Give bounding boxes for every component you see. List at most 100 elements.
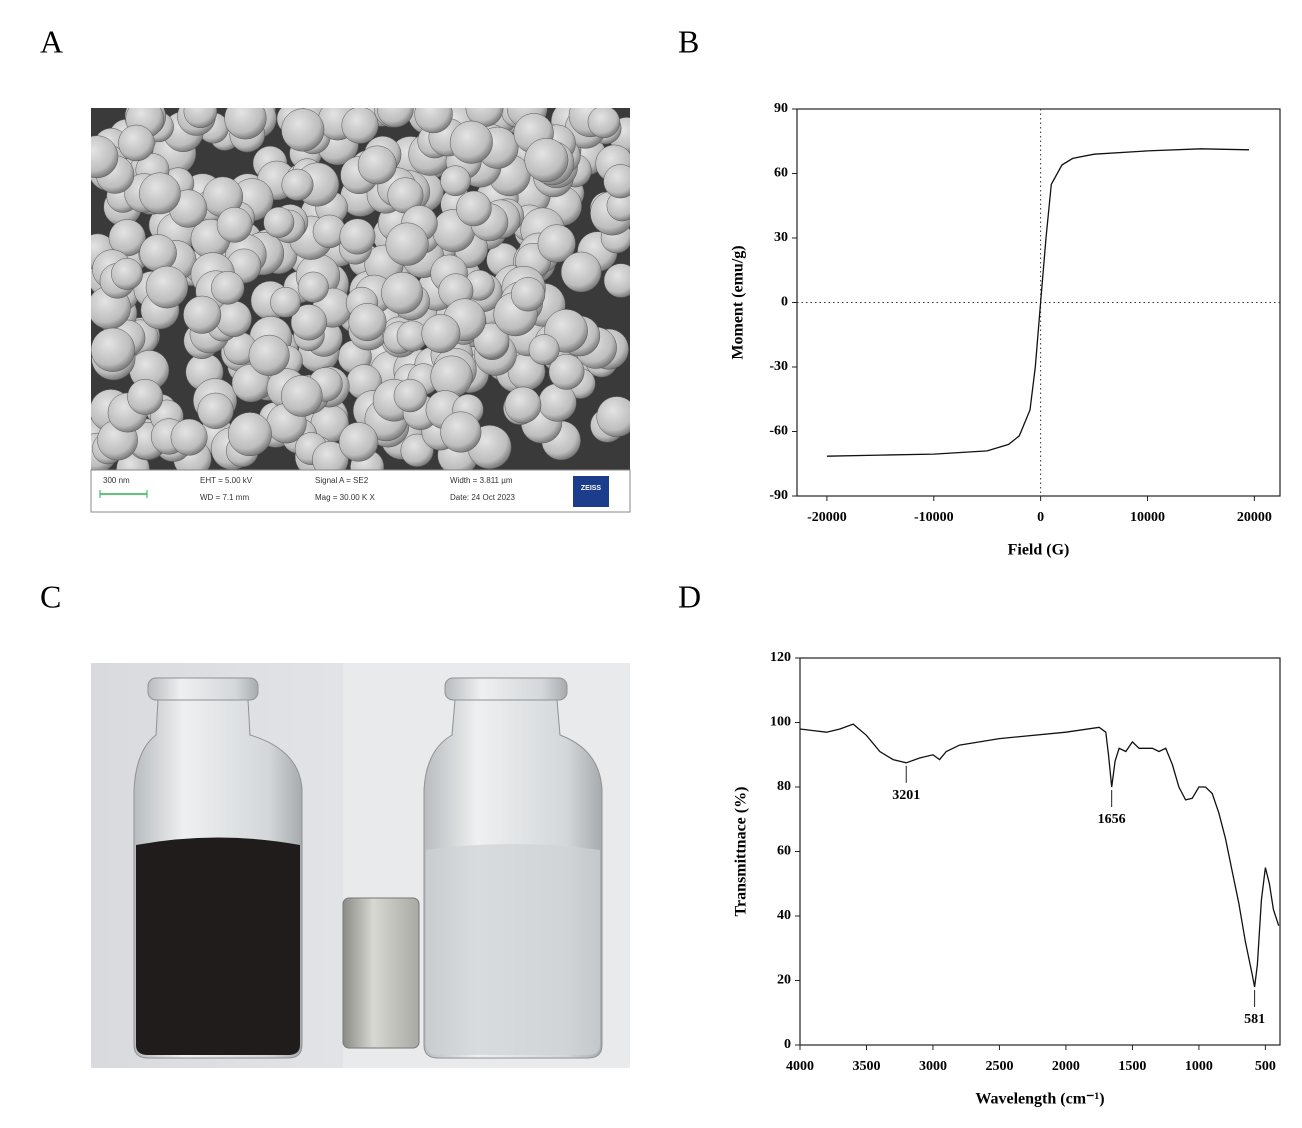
x-tick-label: 3500 [852, 1059, 880, 1074]
x-axis-label: Field (G) [1008, 542, 1070, 559]
sphere [183, 295, 222, 334]
x-tick-label: 0 [1037, 510, 1044, 525]
y-tick-label: 40 [777, 908, 791, 923]
y-axis-label: Transmittnace (%) [733, 787, 750, 917]
y-tick-label: 90 [774, 101, 788, 116]
sphere [339, 218, 376, 255]
sphere [456, 190, 492, 227]
sem-image: 300 nm EHT = 5.00 kV WD = 7.1 mm Signal … [90, 108, 631, 513]
sphere [145, 265, 189, 309]
annotation: 1656 [1098, 812, 1126, 827]
sphere [312, 441, 349, 470]
sphere [603, 263, 630, 298]
sphere [393, 378, 427, 413]
sphere [377, 108, 414, 128]
sphere [263, 206, 295, 238]
sphere [596, 396, 630, 438]
sphere [118, 124, 155, 162]
sphere [215, 300, 252, 338]
sphere [170, 418, 208, 456]
sphere [381, 271, 424, 314]
sem-info: Mag = 30.00 K X [315, 493, 375, 502]
x-tick-label: 20000 [1237, 510, 1272, 525]
sphere [270, 286, 301, 318]
sem-info: Width = 3.811 µm [450, 476, 513, 485]
panel-label: C [40, 578, 61, 614]
magnet [342, 897, 420, 1049]
sem-scale: 300 nm [103, 476, 130, 485]
sphere [385, 222, 429, 266]
x-tick-label: 2000 [1052, 1059, 1080, 1074]
y-tick-label: 20 [777, 973, 791, 988]
x-tick-label: 1000 [1185, 1059, 1213, 1074]
sphere [216, 206, 253, 243]
x-tick-label: 3000 [919, 1059, 947, 1074]
panel-label: D [678, 578, 701, 614]
sphere [449, 120, 493, 164]
sphere [127, 379, 164, 415]
sphere [587, 108, 621, 139]
y-tick-label: -90 [769, 488, 788, 503]
sem-info: WD = 7.1 mm [200, 493, 249, 502]
sem-info: EHT = 5.00 kV [200, 476, 253, 485]
y-tick-label: -30 [769, 359, 788, 374]
sphere [138, 172, 181, 215]
x-tick-label: 4000 [786, 1059, 814, 1074]
y-tick-label: 0 [781, 295, 788, 310]
plot-frame [799, 657, 1281, 1046]
sem-info-bar [90, 469, 631, 513]
sphere [504, 386, 542, 424]
sphere [603, 164, 630, 199]
sphere [224, 108, 267, 140]
zeiss-logo [573, 476, 609, 507]
sphere [524, 138, 569, 183]
sphere [440, 411, 482, 453]
sphere [560, 251, 602, 293]
x-axis-label: Wavelength (cm⁻¹) [975, 1091, 1104, 1108]
x-tick-label: 500 [1255, 1059, 1276, 1074]
sphere [473, 322, 510, 359]
y-tick-label: 60 [777, 844, 791, 859]
sphere [440, 165, 471, 197]
sphere [227, 412, 272, 457]
y-tick-label: -60 [769, 424, 788, 439]
sphere [91, 135, 119, 179]
sphere [414, 108, 453, 134]
x-tick-label: -10000 [914, 510, 954, 525]
vial-photo [91, 663, 630, 1068]
sphere [430, 355, 473, 398]
sphere [510, 277, 546, 312]
sem-info: Signal A = SE2 [315, 476, 369, 485]
data-line [799, 723, 1280, 988]
annotation: 581 [1244, 1012, 1265, 1027]
y-axis-label: Moment (emu/g) [730, 245, 747, 359]
annotation: 3201 [892, 788, 920, 803]
sphere [290, 304, 327, 341]
sphere [108, 219, 146, 257]
x-tick-label: 2500 [985, 1059, 1013, 1074]
y-tick-label: 80 [777, 779, 791, 794]
dark-liquid [136, 837, 300, 1055]
sphere [248, 334, 290, 376]
x-tick-label: 1500 [1118, 1059, 1146, 1074]
sphere [197, 392, 234, 429]
sphere [91, 327, 136, 372]
y-tick-label: 100 [770, 715, 791, 730]
data-line [826, 148, 1250, 457]
zeiss-text: ZEISS [581, 485, 602, 492]
sphere [281, 108, 325, 152]
sphere [139, 234, 177, 272]
sphere [210, 271, 245, 305]
x-tick-label: -20000 [807, 510, 847, 525]
sphere [338, 422, 379, 462]
y-tick-label: 0 [784, 1037, 791, 1052]
sphere [183, 108, 218, 129]
sphere [280, 375, 323, 417]
sphere [538, 383, 577, 422]
sphere [281, 168, 314, 201]
vial-lip [147, 677, 259, 701]
sphere [111, 257, 143, 290]
sphere [537, 224, 576, 263]
sphere [357, 145, 397, 185]
